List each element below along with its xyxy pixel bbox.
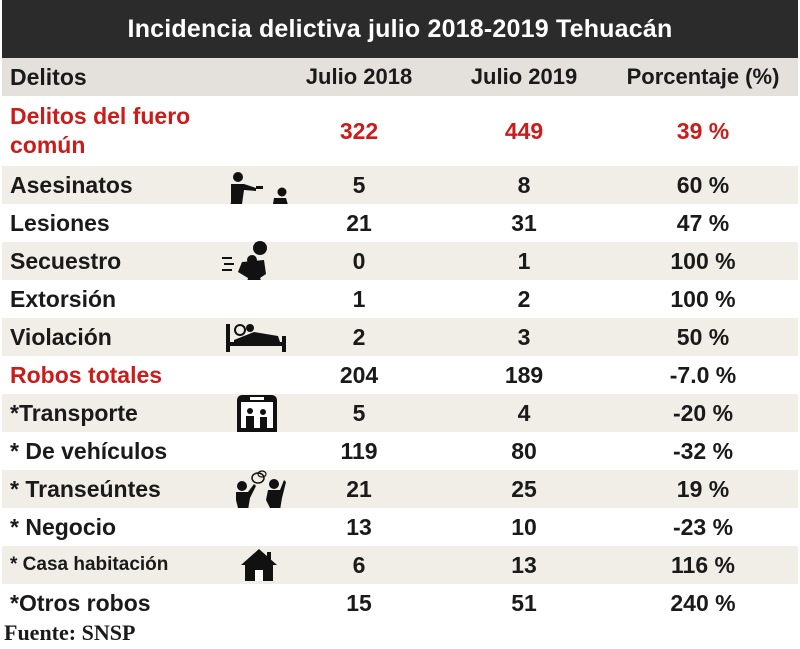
- row-value-2019: 51: [511, 589, 537, 616]
- header-delitos: Delitos: [10, 63, 87, 90]
- row-percentage: 240 %: [670, 589, 736, 616]
- row-label: Violación: [10, 323, 112, 350]
- row-value-2018: 1: [352, 285, 366, 312]
- row-percentage: -20 %: [672, 399, 734, 426]
- row-value-2018: 119: [340, 437, 378, 464]
- source-footer: Fuente: SNSP: [4, 620, 136, 645]
- row-percentage: 50 %: [676, 323, 730, 350]
- row-value-2018: 204: [339, 361, 379, 388]
- row-value-2019: 2: [517, 285, 531, 312]
- row-value-2019: 189: [504, 361, 544, 388]
- row-value-2019: 3: [517, 323, 531, 350]
- row-label: Lesiones: [10, 209, 110, 236]
- table-row: * Negocio 13 10 -23 %: [2, 508, 798, 546]
- table-row: * De vehículos 119 80 -32 %: [2, 432, 798, 470]
- row-value-2018: 6: [352, 551, 366, 578]
- row-value-2019: 13: [511, 551, 537, 578]
- row-label: *Transporte: [10, 399, 138, 426]
- table-row: Secuestro 0 1 100 %: [2, 241, 798, 296]
- row-label: Secuestro: [10, 247, 122, 274]
- row-value-2019: 25: [511, 475, 537, 502]
- house-icon: [240, 548, 278, 588]
- row-percentage: -23 %: [672, 513, 734, 540]
- row-value-2019: 10: [511, 513, 537, 540]
- row-percentage: 116 %: [671, 551, 735, 578]
- row-percentage: 60 %: [676, 171, 730, 198]
- row-value-2018: 0: [352, 247, 366, 274]
- row-value-2018: 21: [346, 209, 372, 236]
- row-value-2018: 15: [346, 589, 372, 616]
- table-row: Asesinatos 5 8 60 %: [2, 166, 798, 227]
- row-percentage: -7.0 %: [669, 361, 737, 388]
- row-percentage: 100 %: [670, 247, 736, 274]
- row-percentage: 100 %: [670, 285, 736, 312]
- row-value-2018: 2: [352, 323, 366, 350]
- row-value-2019: 1: [517, 247, 531, 274]
- bed-icon: [224, 320, 288, 360]
- row-label: * Transeúntes: [10, 475, 161, 502]
- table-row: *Transporte 5 4 -20 %: [2, 394, 798, 448]
- crime-table: Delitos Julio 2018 Julio 2019 Porcentaje…: [2, 58, 798, 622]
- header-porcentaje: Porcentaje (%): [626, 64, 780, 89]
- row-value-2019: 449: [504, 117, 544, 144]
- row-value-2018: 21: [346, 475, 372, 502]
- row-value-2019: 8: [517, 171, 531, 198]
- row-value-2018: 5: [352, 399, 366, 426]
- row-label: Extorsión: [10, 285, 117, 312]
- table-row: Lesiones 21 31 47 %: [2, 204, 798, 242]
- row-label: * De vehículos: [10, 437, 168, 464]
- row-label: * Negocio: [10, 513, 117, 540]
- row-percentage: -32 %: [672, 437, 734, 464]
- header-julio-2018: Julio 2018: [305, 64, 413, 89]
- row-value-2018: 13: [346, 513, 372, 540]
- row-value-2019: 4: [517, 399, 531, 426]
- table-header: Delitos Julio 2018 Julio 2019 Porcentaje…: [2, 58, 798, 96]
- row-percentage: 39 %: [676, 117, 730, 144]
- row-value-2018: 5: [352, 171, 366, 198]
- row-value-2019: 80: [511, 437, 537, 464]
- row-value-2019: 31: [511, 209, 537, 236]
- table-row: * Transeúntes 21 25 19 %: [2, 470, 798, 524]
- row-label: Asesinatos: [10, 171, 133, 198]
- table-row: Violación 2 3 50 %: [2, 318, 798, 356]
- row-percentage: 47 %: [676, 209, 730, 236]
- row-value-2018: 322: [339, 117, 379, 144]
- row-label: Delitos del fuero común: [10, 103, 191, 158]
- table-row: *Otros robos 15 51 240 %: [2, 584, 798, 622]
- table-row: Robos totales 204 189 -7.0 %: [2, 356, 798, 394]
- bus-icon: [236, 394, 278, 456]
- table-row: Delitos del fuero común 322 449 39 %: [2, 96, 798, 166]
- table-row: * Casa habitación 6 13 116 %: [2, 546, 798, 584]
- row-label: *Otros robos: [10, 589, 151, 616]
- row-label: Robos totales: [10, 361, 163, 388]
- table-title: Incidencia delictiva julio 2018-2019 Teh…: [2, 0, 798, 58]
- header-julio-2019: Julio 2019: [470, 64, 578, 89]
- table-row: Extorsión 1 2 100 %: [2, 280, 798, 318]
- row-label: * Casa habitación: [10, 554, 169, 575]
- row-percentage: 19 %: [676, 475, 730, 502]
